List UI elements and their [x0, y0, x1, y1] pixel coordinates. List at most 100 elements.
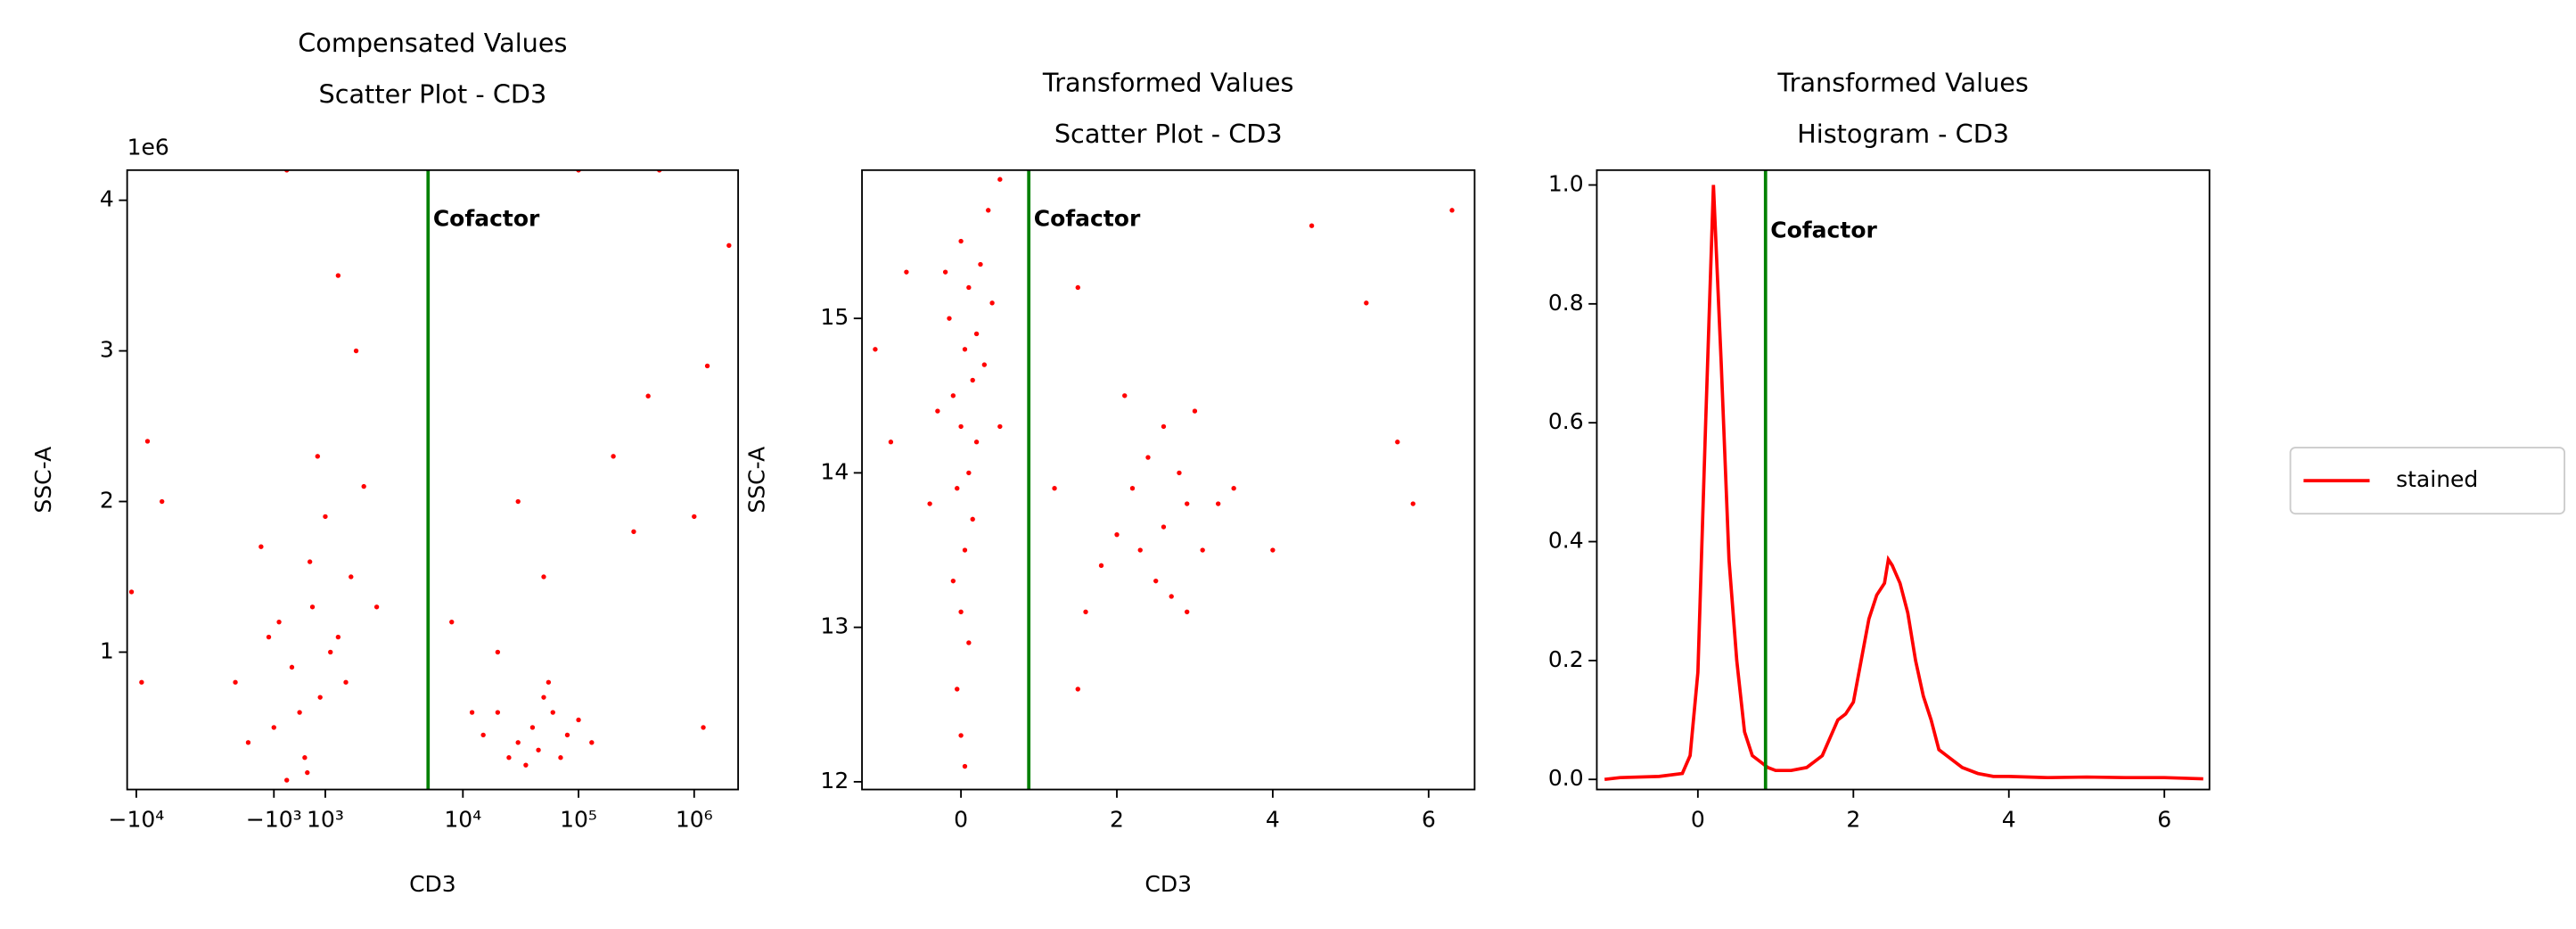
scatter-point: [373, 604, 380, 611]
scatter-point: [316, 694, 324, 701]
scatter-point: [957, 732, 964, 739]
scatter-point: [271, 724, 277, 731]
scatter-point: [283, 777, 290, 784]
scatter-point: [969, 377, 976, 383]
scatter-point: [1410, 500, 1416, 507]
x-tick-label: −10³: [246, 807, 302, 833]
scatter-point: [1184, 500, 1190, 507]
scatter-point: [969, 516, 976, 522]
plot-area: [1604, 169, 2203, 790]
y-axis-label: SSC-A: [30, 447, 56, 514]
subplot: Transformed Values Histogram - CD3 0 2 4 6 0.0…: [1548, 67, 2566, 833]
scatter-point: [985, 207, 991, 214]
scatter-point: [1199, 547, 1206, 554]
y-tick-label: 0.0: [1548, 765, 1584, 791]
scatter-point: [957, 423, 964, 430]
y-tick-label: 1.0: [1548, 170, 1584, 196]
scatter-point: [353, 348, 359, 354]
y-tick-label: 12: [820, 768, 849, 793]
scatter-point: [1230, 485, 1237, 491]
plot-area: [872, 169, 1456, 790]
scatter-point: [315, 453, 321, 460]
scatter-point: [962, 547, 968, 554]
scatter-point: [1176, 470, 1183, 476]
scatter-point: [495, 709, 501, 716]
scatter-point: [266, 634, 272, 640]
subplot-title: Scatter Plot - CD3: [318, 78, 546, 109]
x-tick-label: −10⁴: [109, 807, 165, 833]
y-tick-label: 0.4: [1548, 528, 1584, 554]
cofactor-annotation: Cofactor: [1034, 205, 1141, 231]
scatter-point: [335, 272, 341, 279]
scatter-point: [1161, 423, 1167, 430]
scatter-point: [946, 315, 953, 322]
scatter-point: [1051, 485, 1058, 491]
y-axis-label: SSC-A: [743, 447, 769, 514]
y-tick-label: 4: [100, 186, 114, 212]
scatter-point: [957, 609, 964, 615]
scatter-point: [535, 747, 542, 753]
subplot: Compensated Values Scatter Plot - CD3 −10⁴…: [30, 28, 740, 897]
scatter-point: [1121, 392, 1128, 399]
scatter-point: [989, 300, 996, 307]
scatter-point: [997, 176, 1004, 183]
scatter-point: [144, 438, 151, 445]
x-tick-label: 4: [1266, 807, 1280, 833]
scatter-point: [1136, 547, 1144, 554]
scatter-point: [950, 392, 956, 399]
subplot-title: Histogram - CD3: [1797, 119, 2009, 149]
scatter-point: [1363, 300, 1370, 307]
subplot-title: Scatter Plot - CD3: [1054, 119, 1283, 149]
scatter-point: [258, 543, 265, 550]
y-tick-label: 0.8: [1548, 290, 1584, 316]
x-tick-label: 2: [1846, 807, 1860, 833]
scatter-point: [1098, 563, 1104, 569]
y-tick-label: 2: [100, 488, 114, 514]
scatter-point: [301, 754, 308, 760]
scatter-point: [1309, 222, 1315, 229]
subplot-title: Compensated Values: [298, 28, 567, 58]
scatter-point: [1075, 686, 1081, 693]
scatter-point: [1448, 207, 1456, 214]
scatter-point: [1161, 523, 1167, 530]
cofactor-annotation: Cofactor: [433, 205, 540, 231]
scatter-point: [128, 588, 135, 596]
scatter-point: [950, 578, 956, 584]
scatter-point: [348, 573, 355, 580]
legend: stained: [2289, 447, 2566, 515]
axes-frame: [1596, 169, 2211, 791]
cofactor-annotation: Cofactor: [1770, 217, 1877, 243]
scatter-point: [159, 498, 165, 505]
scatter-point: [962, 763, 968, 769]
scatter-point: [335, 634, 341, 640]
y-tick-label: 14: [820, 458, 849, 484]
y-offset-label: 1e6: [127, 135, 169, 160]
scatter-point: [245, 739, 251, 746]
scatter-point: [704, 363, 710, 369]
x-tick-label: 10⁶: [676, 807, 713, 833]
scatter-point: [296, 709, 303, 716]
scatter-point: [691, 514, 698, 520]
scatter-point: [505, 754, 513, 760]
y-tick-label: 3: [100, 337, 114, 363]
scatter-point: [307, 558, 313, 565]
axes-frame: [126, 169, 740, 791]
legend-label: stained: [2396, 466, 2478, 492]
scatter-point: [888, 439, 894, 445]
x-tick-label: 2: [1110, 807, 1124, 833]
scatter-point: [575, 717, 582, 723]
x-axis-label: CD3: [1144, 871, 1192, 897]
scatter-point: [550, 709, 556, 716]
scatter-point: [275, 619, 283, 625]
scatter-point: [977, 261, 984, 267]
subplot-title: Transformed Values: [1042, 67, 1294, 97]
scatter-point: [564, 732, 570, 738]
scatter-point: [997, 423, 1004, 430]
scatter-point: [942, 268, 948, 275]
legend-box: [2289, 447, 2566, 515]
scatter-point: [546, 679, 552, 686]
scatter-point: [342, 679, 349, 686]
scatter-point: [514, 498, 521, 505]
scatter-point: [1075, 284, 1081, 291]
scatter-point: [469, 709, 475, 716]
